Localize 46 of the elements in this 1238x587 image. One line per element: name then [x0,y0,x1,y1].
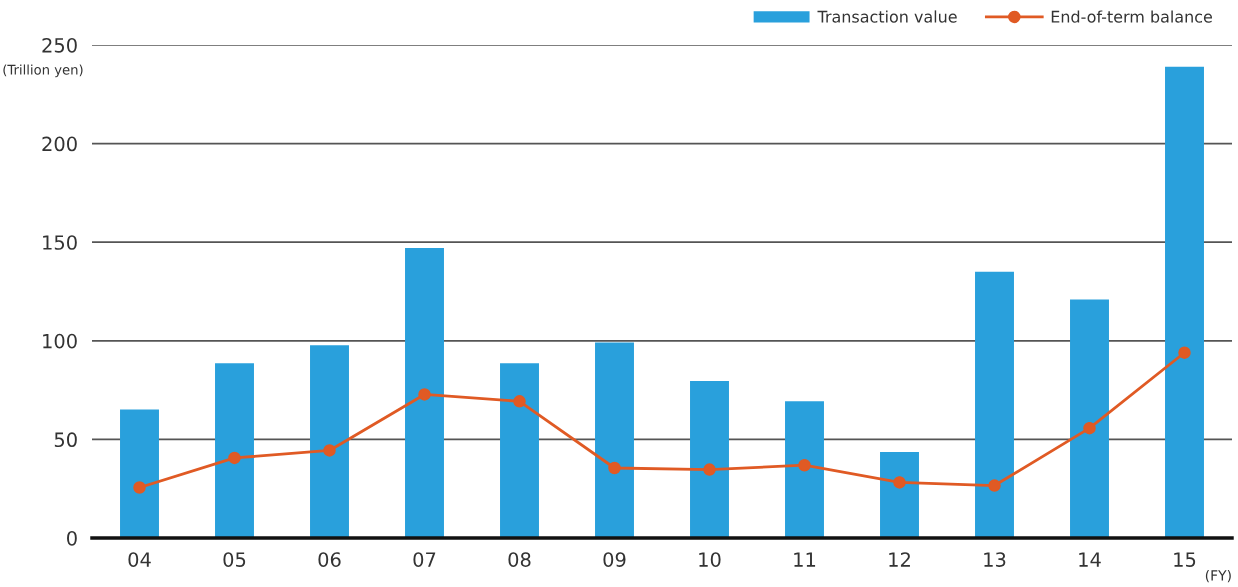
x-tick-label: 07 [413,552,436,567]
y-tick-label: 0 [67,530,77,546]
x-tick-label: 13 [984,552,1006,567]
bar [215,363,254,538]
point [1178,346,1191,359]
x-tick-label: 10 [699,552,721,567]
bar [120,409,159,538]
point [988,479,1001,492]
y-tick-label: 50 [54,432,77,448]
point [323,444,336,457]
bar [595,342,634,538]
bar [405,248,444,538]
legend-label: Transaction value [817,10,957,23]
x-tick-label: 05 [223,552,246,567]
x-tick-label: 11 [794,552,816,567]
x-tick-label: 14 [1079,552,1101,567]
bar [1070,299,1109,538]
x-tick-label: 06 [318,552,341,567]
x-tick-label: 09 [603,552,626,567]
bar [975,271,1014,538]
point [608,461,621,475]
point [893,476,906,489]
bar [690,381,729,538]
point [513,395,526,408]
bar [310,345,349,538]
bar [500,363,539,538]
bar [1165,66,1204,538]
x-tick-label: 08 [508,552,531,567]
y-tick-label: 200 [42,136,77,152]
y-axis-title: (Trillion yen) [3,64,83,78]
point [798,458,811,472]
x-axis-title: (FY) [1205,569,1231,583]
x-tick-label: 12 [889,552,910,567]
y-tick-label: 100 [43,333,77,349]
point [1083,421,1096,435]
point [228,451,241,465]
y-tick-label: 150 [43,235,77,250]
bar [785,401,824,538]
bar [880,452,919,538]
y-tick-label: 250 [42,37,77,53]
legend-label: End-of-term balance [1051,10,1212,23]
x-tick-label: 04 [128,552,151,567]
point [703,463,716,476]
point [418,388,431,401]
x-tick-label: 15 [1174,552,1196,567]
point [133,481,146,494]
